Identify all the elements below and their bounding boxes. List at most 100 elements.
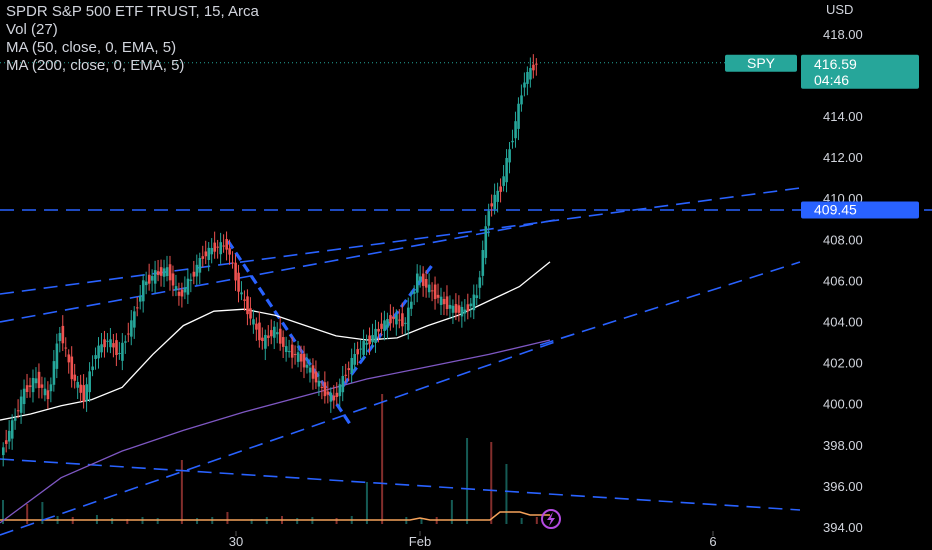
candle-body xyxy=(52,361,56,385)
legend-ma200[interactable]: MA (200, close, 0, EMA, 5) xyxy=(6,57,185,74)
ma200-line xyxy=(0,339,551,524)
y-tick-label: 414.00 xyxy=(823,109,863,124)
volume-bar xyxy=(111,518,114,524)
candle-body xyxy=(127,333,130,335)
candle-body xyxy=(392,316,395,319)
candle-body xyxy=(314,371,318,383)
candle-body xyxy=(505,157,508,183)
legend-ma50[interactable]: MA (50, close, 0, EMA, 5) xyxy=(6,39,177,56)
candle-body xyxy=(240,292,243,295)
y-tick-label: 402.00 xyxy=(823,356,863,371)
candle-body xyxy=(436,294,440,298)
candle-body xyxy=(386,319,389,328)
x-tick-label: Feb xyxy=(409,534,431,549)
candle-body xyxy=(252,319,255,325)
candle-body xyxy=(246,296,249,315)
candle-body xyxy=(326,391,330,395)
candle-body xyxy=(344,374,348,376)
candle-body xyxy=(389,315,392,324)
candle-body xyxy=(100,344,103,353)
candle-body xyxy=(25,385,29,392)
candle-body xyxy=(177,291,181,296)
candle-body xyxy=(335,392,339,397)
candle-body xyxy=(377,328,380,332)
candle-body xyxy=(341,375,345,393)
candle-body xyxy=(311,365,315,379)
candle-body xyxy=(73,374,77,381)
candle-body xyxy=(2,447,5,456)
candle-body xyxy=(4,440,8,444)
candle-body xyxy=(216,246,220,248)
candle-body xyxy=(237,272,240,292)
candle-body xyxy=(133,311,136,328)
candle-body xyxy=(55,343,59,369)
y-tick-label: 412.00 xyxy=(823,150,863,165)
volume-bar xyxy=(490,442,493,524)
axis-currency: USD xyxy=(826,2,853,17)
y-tick-label: 400.00 xyxy=(823,397,863,412)
candle-body xyxy=(323,382,327,397)
volume-bar xyxy=(520,518,523,524)
candle-body xyxy=(79,384,83,393)
candle-body xyxy=(189,279,193,281)
candle-body xyxy=(523,82,526,88)
trendline xyxy=(539,261,801,346)
candle-body xyxy=(487,211,491,226)
candle-body xyxy=(299,353,303,362)
candle-body xyxy=(201,256,205,259)
volume-pane xyxy=(0,394,550,524)
candle-body xyxy=(290,344,294,358)
candle-body xyxy=(305,364,309,368)
candle-body xyxy=(395,314,398,325)
candle-body xyxy=(153,270,157,284)
volume-bar xyxy=(535,517,538,524)
candle-body xyxy=(136,307,139,309)
candle-body xyxy=(58,333,62,342)
candle-body xyxy=(427,284,431,293)
candle-body xyxy=(413,291,416,294)
candle-body xyxy=(183,287,187,293)
candle-body xyxy=(332,395,336,401)
candle-body xyxy=(475,295,479,299)
candle-body xyxy=(195,264,199,277)
candle-body xyxy=(457,305,461,313)
candle-body xyxy=(192,271,196,277)
volume-bar xyxy=(381,394,384,524)
candle-body xyxy=(439,296,443,305)
last-price-badge xyxy=(801,54,919,89)
level-badge xyxy=(801,201,919,219)
candle-body xyxy=(469,303,473,307)
candle-body xyxy=(165,267,169,277)
candle-body xyxy=(64,347,68,349)
legend-title[interactable]: SPDR S&P 500 ETF TRUST, 15, Arca xyxy=(6,3,259,20)
candle-body xyxy=(85,384,88,401)
candle-body xyxy=(10,420,14,439)
y-tick-label: 404.00 xyxy=(823,315,863,330)
candle-body xyxy=(267,335,270,338)
candle-body xyxy=(264,334,267,349)
candle-body xyxy=(37,371,41,388)
candle-body xyxy=(222,245,225,247)
time-axis[interactable]: 30 Feb 6 xyxy=(229,531,717,549)
legend-volume[interactable]: Vol (27) xyxy=(6,21,58,38)
candle-body xyxy=(168,264,172,281)
candle-body xyxy=(225,239,228,250)
candle-body xyxy=(270,330,273,337)
candle-body xyxy=(124,341,127,343)
candle-body xyxy=(67,354,71,363)
candle-body xyxy=(496,190,499,202)
y-tick-label: 406.00 xyxy=(823,273,863,288)
candle-body xyxy=(88,371,91,393)
candle-body xyxy=(16,410,20,412)
candle-body xyxy=(156,271,160,276)
candle-body xyxy=(31,377,35,393)
candle-body xyxy=(159,267,163,276)
volume-bar xyxy=(365,482,368,524)
candle-body xyxy=(19,396,23,413)
candle-body xyxy=(276,332,279,335)
candle-body xyxy=(368,335,371,345)
y-tick-label: 408.00 xyxy=(823,232,863,247)
candle-body xyxy=(150,276,154,281)
last-price-label: 416.59 xyxy=(814,56,857,72)
